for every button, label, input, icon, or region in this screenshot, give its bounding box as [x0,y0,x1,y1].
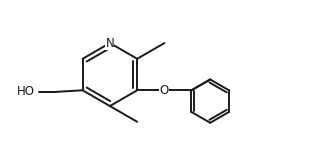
Text: O: O [159,84,169,97]
Text: HO: HO [17,85,35,98]
Text: N: N [106,36,114,50]
